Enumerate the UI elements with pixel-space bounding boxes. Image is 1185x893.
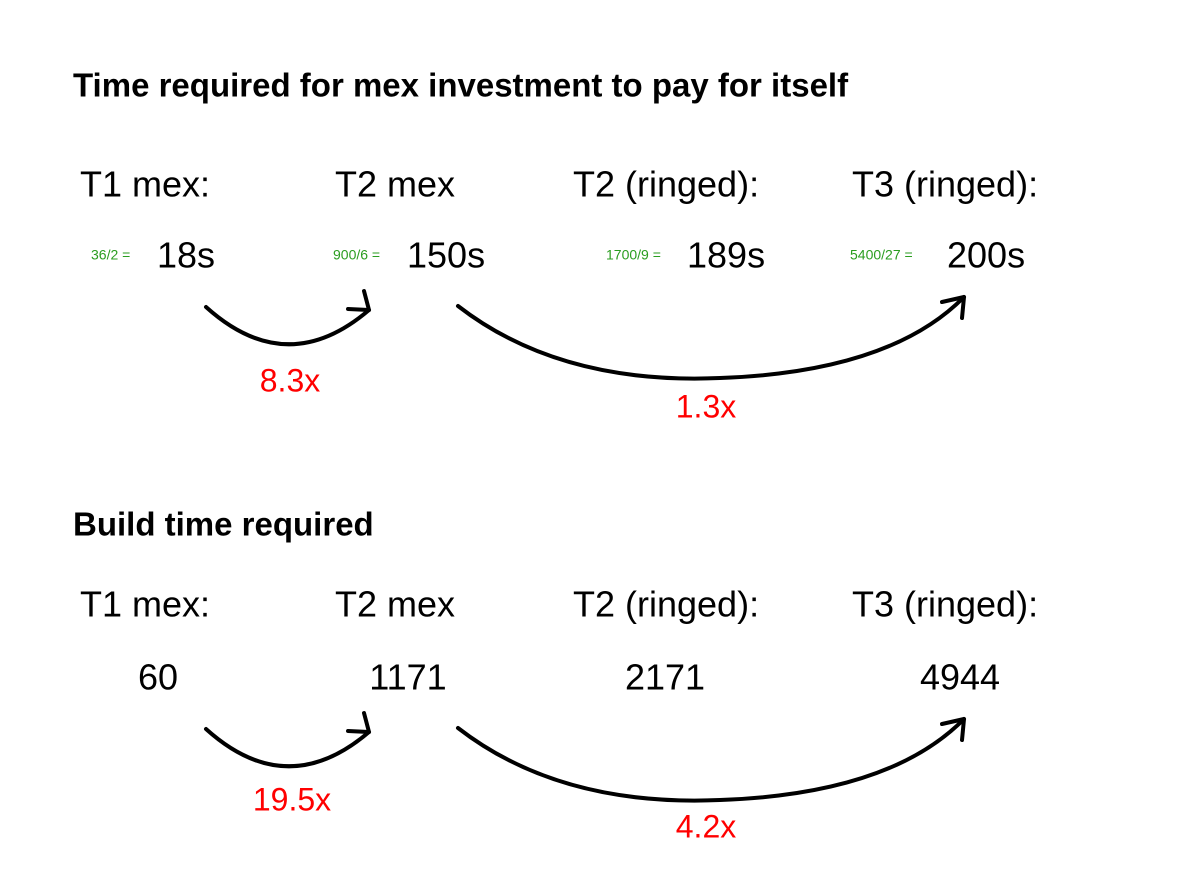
column-header: T3 (ringed): <box>852 164 1038 205</box>
arrow <box>204 305 371 347</box>
arrow <box>204 727 371 769</box>
value: 150s <box>407 235 485 276</box>
ratio-label: 4.2x <box>676 808 736 844</box>
value: 189s <box>687 235 765 276</box>
column-header: T2 (ringed): <box>573 584 759 625</box>
formula: 36/2 = <box>91 247 130 263</box>
value: 60 <box>138 657 178 698</box>
column-header: T2 (ringed): <box>573 164 759 205</box>
section-title: Build time required <box>73 506 374 543</box>
value: 200s <box>947 235 1025 276</box>
formula: 5400/27 = <box>850 247 913 263</box>
arrowhead <box>346 711 371 734</box>
column-header: T2 mex <box>335 164 455 205</box>
value: 1171 <box>369 657 446 698</box>
column-header: T1 mex: <box>80 164 210 205</box>
formula: 900/6 = <box>333 247 380 263</box>
value: 18s <box>157 235 215 276</box>
ratio-label: 19.5x <box>253 781 331 817</box>
arrow <box>456 717 966 803</box>
formula: 1700/9 = <box>606 247 661 263</box>
column-header: T1 mex: <box>80 584 210 625</box>
arrowhead <box>346 289 371 312</box>
value: 4944 <box>920 657 1000 698</box>
column-header: T2 mex <box>335 584 455 625</box>
value: 2171 <box>625 657 705 698</box>
arrowhead <box>940 717 966 742</box>
section-title: Time required for mex investment to pay … <box>73 67 849 104</box>
arrow <box>456 295 966 381</box>
ratio-label: 1.3x <box>676 388 736 424</box>
column-header: T3 (ringed): <box>852 584 1038 625</box>
arrowhead <box>940 295 966 320</box>
ratio-label: 8.3x <box>260 362 320 398</box>
